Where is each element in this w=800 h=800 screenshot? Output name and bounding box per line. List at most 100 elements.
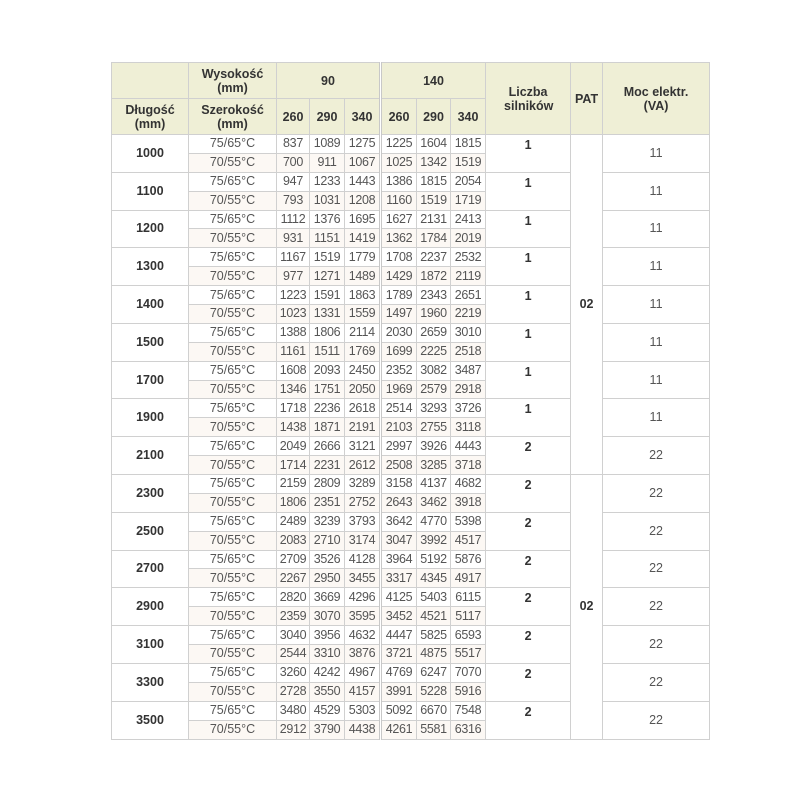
- output-value-cell: 3462: [416, 492, 452, 513]
- output-value-cell: 5876: [450, 549, 487, 570]
- output-value-cell: 2359: [276, 606, 310, 627]
- length-cell: 1100: [111, 171, 189, 211]
- output-value-cell: 837: [276, 134, 310, 154]
- motors-cell: 1: [485, 285, 572, 324]
- motors-cell: 2: [485, 587, 572, 627]
- output-value-cell: 5303: [343, 700, 382, 721]
- output-value-cell: 4917: [450, 568, 487, 589]
- output-value-cell: 4517: [450, 530, 487, 551]
- output-value-cell: 2489: [276, 511, 310, 532]
- output-value-cell: 3293: [416, 398, 452, 419]
- power-cell: 11: [602, 171, 711, 211]
- corner-cell: [111, 62, 189, 99]
- output-value-cell: 2103: [379, 417, 418, 438]
- motors-cell: 2: [485, 511, 572, 551]
- output-value-cell: 1275: [343, 134, 382, 154]
- output-value-cell: 3174: [343, 530, 382, 551]
- output-value-cell: 3121: [343, 436, 382, 457]
- length-cell: 1400: [111, 285, 189, 324]
- table-row: 70/55°C 700 911 1067 1025 1342 1519: [112, 152, 710, 173]
- output-value-cell: 3289: [343, 474, 382, 494]
- output-value-cell: 2618: [343, 398, 382, 419]
- table-row: 70/55°C 1806 2351 2752 2643 3462 3918: [112, 492, 710, 513]
- output-value-cell: 2019: [450, 228, 487, 249]
- output-value-cell: 3526: [309, 549, 345, 570]
- output-value-cell: 1161: [276, 341, 310, 362]
- temperature-cell: 70/55°C: [188, 492, 277, 513]
- width-290-header: 290: [416, 98, 452, 135]
- table-row: 1200 75/65°C 1112 1376 1695 1627 2131 2413 1 11: [111, 209, 711, 249]
- length-cell: 1700: [111, 360, 189, 400]
- output-value-cell: 1627: [379, 209, 418, 230]
- output-value-cell: 4967: [343, 662, 382, 683]
- output-value-cell: 3669: [309, 587, 345, 608]
- output-value-cell: 3918: [450, 492, 487, 513]
- table-row: 1900 75/65°C 1718 2236 2618 2514 3293 3726 1 11: [111, 398, 711, 438]
- table-row: 3300 75/65°C 3260 4242 4967 4769 6247 7070 2 22: [111, 662, 711, 702]
- output-value-cell: 2159: [276, 474, 310, 494]
- output-value-cell: 1559: [343, 304, 382, 324]
- output-value-cell: 4125: [379, 587, 418, 608]
- output-value-cell: 2093: [309, 360, 345, 381]
- output-value-cell: 2612: [343, 455, 382, 476]
- output-value-cell: 1815: [416, 171, 452, 192]
- output-value-cell: 2508: [379, 455, 418, 476]
- output-value-cell: 2049: [276, 436, 310, 457]
- output-value-cell: 4261: [379, 719, 418, 740]
- table-row: 3500 75/65°C 3480 4529 5303 5092 6670 7548 2 22: [111, 700, 711, 740]
- output-value-cell: 1806: [276, 492, 310, 513]
- table-row: 70/55°C 1161 1511 1769 1699 2225 2518: [112, 341, 710, 362]
- output-value-cell: 1342: [416, 152, 452, 173]
- output-value-cell: 2518: [450, 341, 487, 362]
- output-value-cell: 947: [276, 171, 310, 192]
- temperature-cell: 70/55°C: [188, 152, 277, 173]
- output-value-cell: 1714: [276, 455, 310, 476]
- output-value-cell: 3118: [450, 417, 487, 438]
- output-value-cell: 1779: [343, 247, 382, 268]
- output-value-cell: 3991: [379, 681, 418, 702]
- power-cell: 22: [602, 549, 711, 589]
- output-value-cell: 3310: [309, 644, 345, 664]
- output-value-cell: 5228: [416, 681, 452, 702]
- output-value-cell: 3992: [416, 530, 452, 551]
- width-340-header: 340: [450, 98, 487, 135]
- length-header: Długość (mm): [111, 98, 189, 135]
- motors-cell: 2: [485, 436, 572, 476]
- heat-output-table: Wysokość (mm) 90 140 Liczba silników PAT…: [111, 62, 711, 740]
- output-value-cell: 2450: [343, 360, 382, 381]
- table-row: 1700 75/65°C 1608 2093 2450 2352 3082 3487 1 11: [111, 360, 711, 400]
- power-cell: 22: [602, 662, 711, 702]
- output-value-cell: 1815: [450, 134, 487, 154]
- output-value-cell: 4157: [343, 681, 382, 702]
- output-value-cell: 2710: [309, 530, 345, 551]
- output-value-cell: 2709: [276, 549, 310, 570]
- output-value-cell: 3718: [450, 455, 487, 476]
- output-value-cell: 2351: [309, 492, 345, 513]
- output-value-cell: 2752: [343, 492, 382, 513]
- output-value-cell: 1167: [276, 247, 310, 268]
- table-row: 70/55°C 1438 1871 2191 2103 2755 3118: [112, 417, 710, 438]
- table-row: 70/55°C 2912 3790 4438 4261 5581 6316: [112, 719, 710, 740]
- output-value-cell: 1271: [309, 266, 345, 287]
- output-value-cell: 3595: [343, 606, 382, 627]
- power-cell: 22: [602, 700, 711, 740]
- motors-cell: 2: [485, 474, 572, 513]
- temperature-cell: 70/55°C: [188, 341, 277, 362]
- output-value-cell: 2728: [276, 681, 310, 702]
- output-value-cell: 5398: [450, 511, 487, 532]
- output-value-cell: 1718: [276, 398, 310, 419]
- output-value-cell: 3070: [309, 606, 345, 627]
- output-value-cell: 2997: [379, 436, 418, 457]
- motors-cell: 1: [485, 247, 572, 287]
- output-value-cell: 1031: [309, 190, 345, 211]
- output-value-cell: 2050: [343, 379, 382, 400]
- length-cell: 2300: [111, 474, 189, 513]
- output-value-cell: 1863: [343, 285, 382, 306]
- output-value-cell: 4529: [309, 700, 345, 721]
- output-value-cell: 1388: [276, 322, 310, 343]
- table-row: 2700 75/65°C 2709 3526 4128 3964 5192 5876 2 22: [111, 549, 711, 589]
- temperature-cell: 70/55°C: [188, 568, 277, 589]
- motors-cell: 1: [485, 322, 572, 362]
- output-value-cell: 1519: [450, 152, 487, 173]
- length-cell: 1900: [111, 398, 189, 438]
